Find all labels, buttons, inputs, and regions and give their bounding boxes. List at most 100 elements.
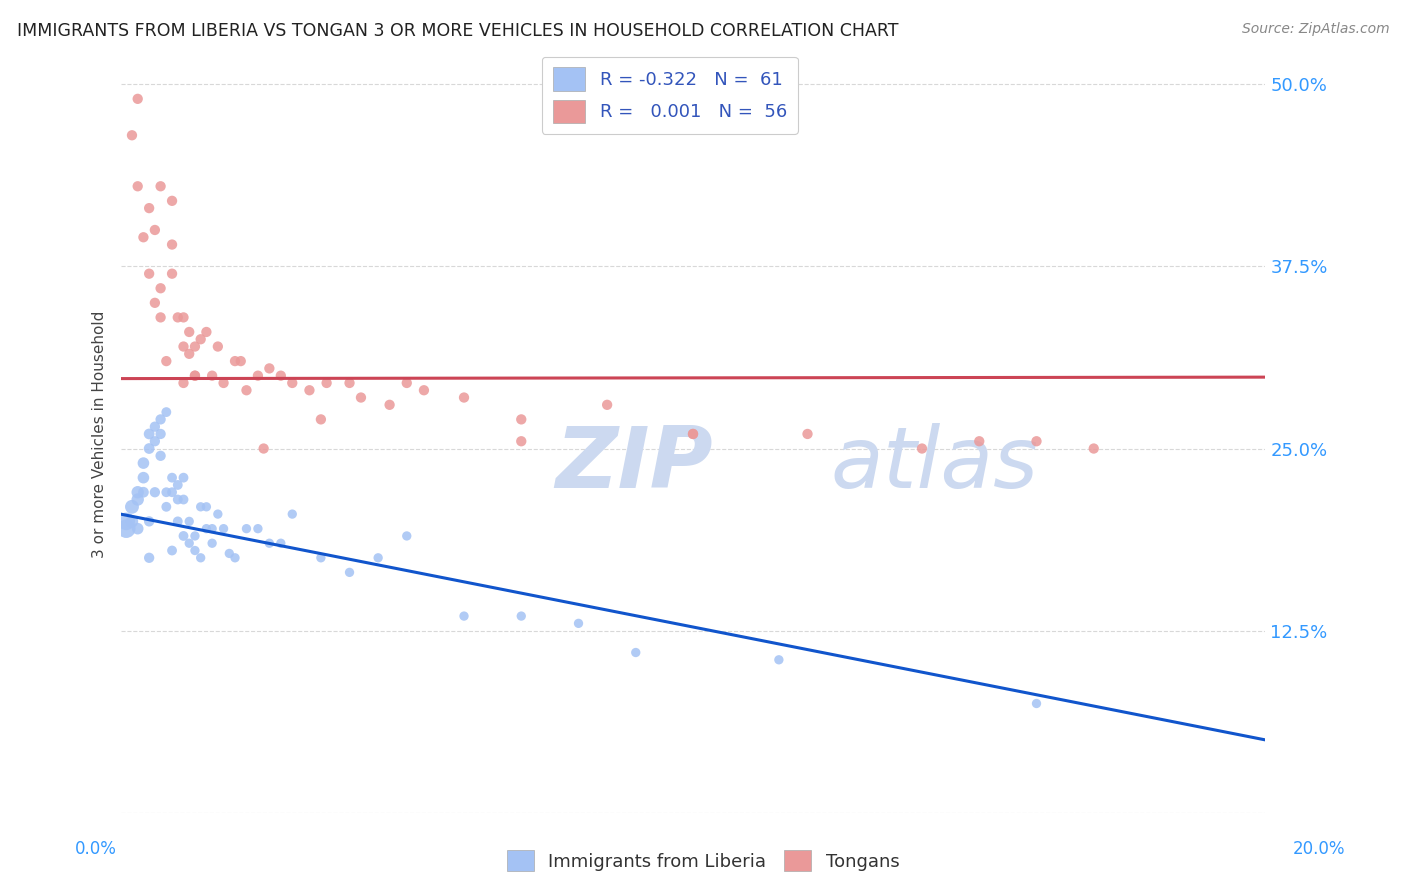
- Point: [510, 412, 533, 426]
- Point: [270, 536, 292, 550]
- Point: [143, 434, 166, 449]
- Point: [173, 492, 195, 507]
- Point: [138, 550, 160, 565]
- Point: [143, 419, 166, 434]
- Point: [121, 500, 143, 514]
- Point: [115, 515, 138, 529]
- Point: [115, 522, 138, 536]
- Point: [201, 522, 224, 536]
- Point: [201, 368, 224, 383]
- Point: [155, 485, 177, 500]
- Point: [121, 515, 143, 529]
- Point: [207, 339, 229, 353]
- Point: [195, 325, 218, 339]
- Point: [1025, 697, 1047, 711]
- Text: 20.0%: 20.0%: [1292, 840, 1346, 858]
- Point: [179, 347, 201, 361]
- Point: [315, 376, 337, 390]
- Point: [453, 391, 475, 405]
- Point: [127, 92, 149, 106]
- Text: IMMIGRANTS FROM LIBERIA VS TONGAN 3 OR MORE VEHICLES IN HOUSEHOLD CORRELATION CH: IMMIGRANTS FROM LIBERIA VS TONGAN 3 OR M…: [17, 22, 898, 40]
- Point: [195, 500, 218, 514]
- Point: [190, 550, 212, 565]
- Point: [160, 237, 183, 252]
- Legend: Immigrants from Liberia, Tongans: Immigrants from Liberia, Tongans: [499, 843, 907, 879]
- Point: [253, 442, 276, 456]
- Point: [796, 427, 818, 442]
- Point: [160, 194, 183, 208]
- Point: [179, 536, 201, 550]
- Text: atlas: atlas: [831, 423, 1039, 506]
- Point: [682, 427, 704, 442]
- Point: [309, 550, 332, 565]
- Point: [173, 339, 195, 353]
- Point: [155, 405, 177, 419]
- Text: Source: ZipAtlas.com: Source: ZipAtlas.com: [1241, 22, 1389, 37]
- Point: [149, 179, 172, 194]
- Point: [179, 515, 201, 529]
- Point: [350, 391, 373, 405]
- Point: [173, 471, 195, 485]
- Point: [184, 368, 207, 383]
- Point: [127, 522, 149, 536]
- Point: [121, 128, 143, 143]
- Point: [367, 550, 389, 565]
- Point: [190, 332, 212, 346]
- Point: [184, 339, 207, 353]
- Point: [138, 201, 160, 215]
- Point: [160, 267, 183, 281]
- Point: [682, 427, 704, 442]
- Point: [132, 485, 155, 500]
- Point: [160, 543, 183, 558]
- Point: [149, 449, 172, 463]
- Point: [173, 310, 195, 325]
- Point: [207, 507, 229, 521]
- Point: [246, 368, 269, 383]
- Point: [229, 354, 252, 368]
- Point: [259, 361, 281, 376]
- Y-axis label: 3 or more Vehicles in Household: 3 or more Vehicles in Household: [93, 310, 107, 558]
- Point: [224, 354, 246, 368]
- Point: [132, 471, 155, 485]
- Point: [1083, 442, 1105, 456]
- Point: [567, 616, 589, 631]
- Point: [184, 543, 207, 558]
- Point: [149, 281, 172, 295]
- Point: [149, 412, 172, 426]
- Point: [143, 485, 166, 500]
- Point: [138, 267, 160, 281]
- Point: [195, 522, 218, 536]
- Point: [201, 536, 224, 550]
- Point: [224, 550, 246, 565]
- Point: [127, 492, 149, 507]
- Point: [138, 427, 160, 442]
- Point: [166, 478, 188, 492]
- Point: [179, 325, 201, 339]
- Point: [212, 376, 235, 390]
- Point: [967, 434, 990, 449]
- Point: [453, 609, 475, 624]
- Point: [184, 368, 207, 383]
- Point: [339, 566, 361, 580]
- Point: [173, 529, 195, 543]
- Point: [138, 442, 160, 456]
- Point: [166, 515, 188, 529]
- Point: [127, 485, 149, 500]
- Point: [235, 522, 257, 536]
- Point: [624, 646, 647, 660]
- Point: [132, 456, 155, 470]
- Point: [149, 310, 172, 325]
- Point: [138, 515, 160, 529]
- Point: [212, 522, 235, 536]
- Point: [395, 529, 418, 543]
- Point: [395, 376, 418, 390]
- Point: [235, 383, 257, 397]
- Point: [218, 546, 240, 560]
- Point: [911, 442, 934, 456]
- Point: [309, 412, 332, 426]
- Point: [510, 434, 533, 449]
- Point: [510, 609, 533, 624]
- Point: [596, 398, 619, 412]
- Point: [184, 529, 207, 543]
- Text: 0.0%: 0.0%: [75, 840, 117, 858]
